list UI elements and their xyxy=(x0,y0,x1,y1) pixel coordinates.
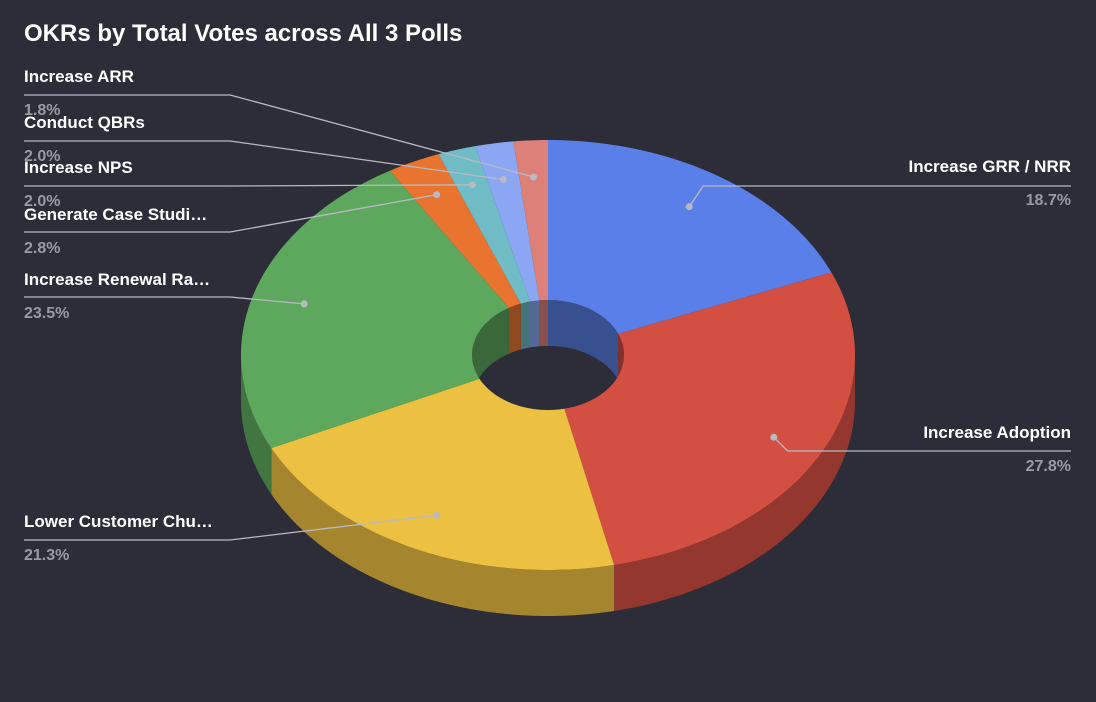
leader-dot xyxy=(300,300,308,308)
leader-line xyxy=(24,514,437,541)
slice-label-group: Increase Renewal Ra… 23.5% xyxy=(24,270,308,322)
slice-label: Increase Renewal Ra… xyxy=(24,270,210,289)
slice-value-label: 2.8% xyxy=(24,240,60,257)
leader-dot xyxy=(433,511,441,519)
chart-title: OKRs by Total Votes across All 3 Polls xyxy=(24,20,462,47)
pie-slice xyxy=(389,154,521,308)
slice-label: Increase GRR / NRR xyxy=(909,157,1072,176)
pie-slice-inner-wall xyxy=(472,307,509,401)
leader-dot xyxy=(468,181,476,189)
slice-value-label: 23.5% xyxy=(24,305,69,322)
slice-label-group: Conduct QBRs 2.0% xyxy=(24,113,507,183)
leader-dot xyxy=(499,176,507,183)
leader-dot xyxy=(685,203,693,211)
pie-slice xyxy=(513,140,548,301)
pie-slice xyxy=(548,140,832,334)
leader-dot xyxy=(530,173,538,181)
slice-value-label: 1.8% xyxy=(24,102,60,119)
pie-slice xyxy=(271,378,615,570)
pie-slice xyxy=(475,141,540,302)
pie-slice-inner-wall xyxy=(539,300,548,347)
leader-line xyxy=(24,94,534,178)
pie-slice xyxy=(241,170,509,449)
slice-value-label: 21.3% xyxy=(24,547,69,564)
slice-label-group: Generate Case Studi… 2.8% xyxy=(24,191,441,257)
pie-slice-inner-wall xyxy=(548,300,619,380)
leader-line xyxy=(24,140,504,181)
slice-value-label: 27.8% xyxy=(1026,458,1071,475)
slice-value-label: 2.0% xyxy=(24,193,60,210)
leader-dot xyxy=(433,191,441,199)
leader-dot xyxy=(770,433,778,441)
slice-label: Generate Case Studi… xyxy=(24,205,207,224)
leader-line xyxy=(773,436,1071,452)
pie-slice-inner-wall xyxy=(530,300,540,348)
slice-label-group: Increase Adoption 27.8% xyxy=(770,423,1071,475)
pie-slice-side xyxy=(241,355,272,495)
slice-label-group: Lower Customer Chu… 21.3% xyxy=(24,511,441,564)
slice-label: Increase Adoption xyxy=(923,423,1071,442)
slice-value-label: 2.0% xyxy=(24,148,60,165)
slice-label: Conduct QBRs xyxy=(24,113,145,132)
leader-line xyxy=(24,194,437,233)
slice-value-label: 18.7% xyxy=(1026,192,1071,209)
slice-label: Increase NPS xyxy=(24,158,133,177)
pie-slice xyxy=(564,272,855,565)
leader-line xyxy=(24,296,305,305)
slice-label: Lower Customer Chu… xyxy=(24,512,213,531)
leader-line xyxy=(688,185,1071,208)
slice-label-group: Increase ARR 1.8% xyxy=(24,67,538,181)
pie-slice-inner-wall xyxy=(520,301,531,350)
pie-slice-inner-wall xyxy=(508,303,521,354)
slice-label-group: Increase GRR / NRR 18.7% xyxy=(685,157,1072,211)
slice-label: Increase ARR xyxy=(24,67,134,86)
slice-label-group: Increase NPS 2.0% xyxy=(24,158,476,210)
pie-slice-side xyxy=(271,448,615,616)
leader-line xyxy=(24,184,473,187)
pie-slice-side xyxy=(614,355,855,611)
